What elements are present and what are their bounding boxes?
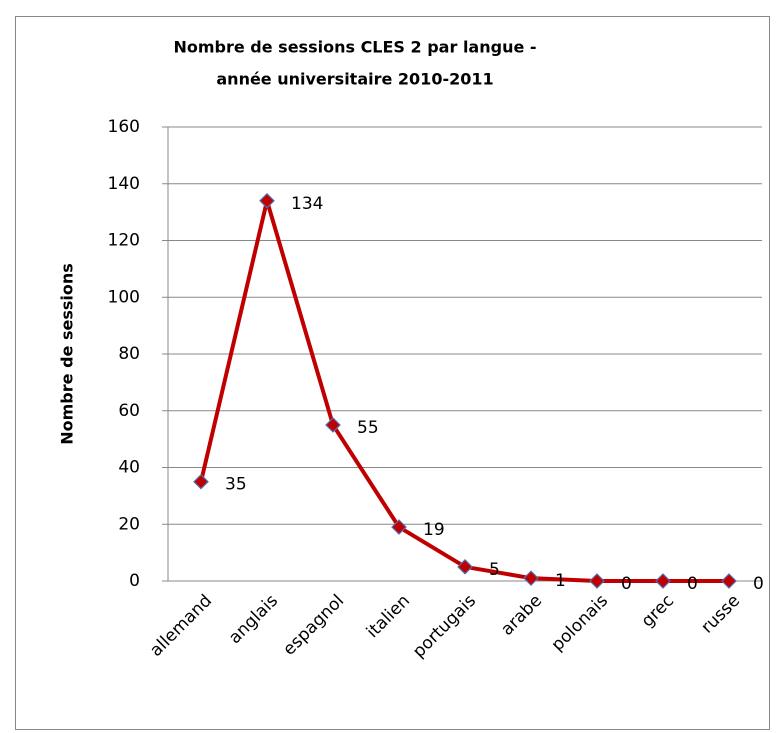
marker xyxy=(523,570,539,587)
data-label: 0 xyxy=(687,574,698,594)
marker xyxy=(457,558,473,575)
data-label: 19 xyxy=(423,520,445,540)
y-tick-label: 20 xyxy=(118,514,140,534)
data-label: 1 xyxy=(555,571,566,591)
data-label: 35 xyxy=(225,475,247,495)
marker xyxy=(325,417,341,433)
chart-frame xyxy=(15,16,770,730)
marker xyxy=(193,473,209,490)
marker xyxy=(391,519,407,535)
chart-title: année universitaire 2010-2011 xyxy=(216,70,493,89)
data-label: 5 xyxy=(489,560,500,580)
data-label: 0 xyxy=(621,574,632,594)
y-tick-label: 100 xyxy=(108,287,140,307)
y-tick-label: 160 xyxy=(108,117,140,137)
y-tick-label: 40 xyxy=(118,458,140,478)
data-label: 134 xyxy=(291,194,323,214)
marker xyxy=(721,573,737,589)
y-tick-label: 60 xyxy=(118,401,140,421)
y-tick-label: 80 xyxy=(118,344,140,364)
y-tick-label: 120 xyxy=(108,231,140,251)
y-tick-label: 140 xyxy=(108,174,140,194)
marker xyxy=(655,573,671,589)
marker xyxy=(259,192,275,209)
chart-title: Nombre de sessions CLES 2 par langue - xyxy=(173,38,536,57)
marker xyxy=(589,573,605,589)
y-axis-label: Nombre de sessions xyxy=(58,263,77,445)
data-label: 0 xyxy=(753,574,764,594)
data-label: 55 xyxy=(357,418,379,438)
y-tick-label: 0 xyxy=(129,571,140,591)
